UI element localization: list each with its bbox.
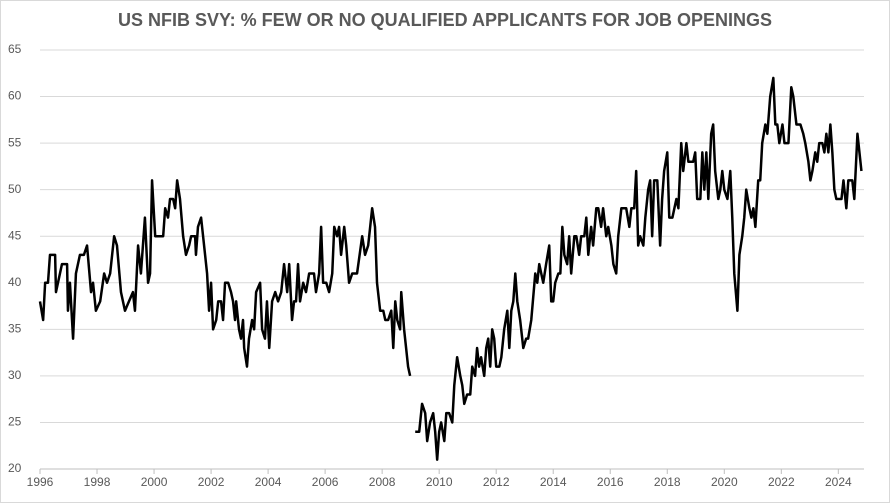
x-tick-label: 2016 [597, 475, 624, 489]
x-tick-label: 2008 [369, 475, 396, 489]
y-tick-label: 65 [8, 42, 22, 56]
y-tick-label: 50 [8, 182, 22, 196]
y-tick-label: 35 [8, 322, 22, 336]
x-tick-label: 2012 [483, 475, 510, 489]
x-tick-label: 2000 [141, 475, 168, 489]
y-tick-label: 25 [8, 415, 22, 429]
x-tick-label: 1996 [27, 475, 54, 489]
x-tick-label: 2020 [711, 475, 738, 489]
y-tick-label: 40 [8, 275, 22, 289]
x-tick-label: 2002 [198, 475, 225, 489]
y-tick-label: 30 [8, 368, 22, 382]
data-line [38, 179, 412, 377]
x-tick-label: 2006 [312, 475, 339, 489]
y-tick-label: 60 [8, 89, 22, 103]
x-tick-label: 1998 [84, 475, 111, 489]
x-tick-label: 2024 [825, 475, 852, 489]
x-tick-label: 2010 [426, 475, 453, 489]
y-tick-label: 55 [8, 135, 22, 149]
chart-title: US NFIB SVY: % FEW OR NO QUALIFIED APPLI… [118, 10, 772, 30]
x-tick-label: 2022 [768, 475, 795, 489]
y-tick-label: 45 [8, 228, 22, 242]
y-tick-label: 20 [8, 461, 22, 475]
x-tick-label: 2004 [255, 475, 282, 489]
x-tick-label: 2018 [654, 475, 681, 489]
x-tick-label: 2014 [540, 475, 567, 489]
data-line [415, 76, 863, 461]
